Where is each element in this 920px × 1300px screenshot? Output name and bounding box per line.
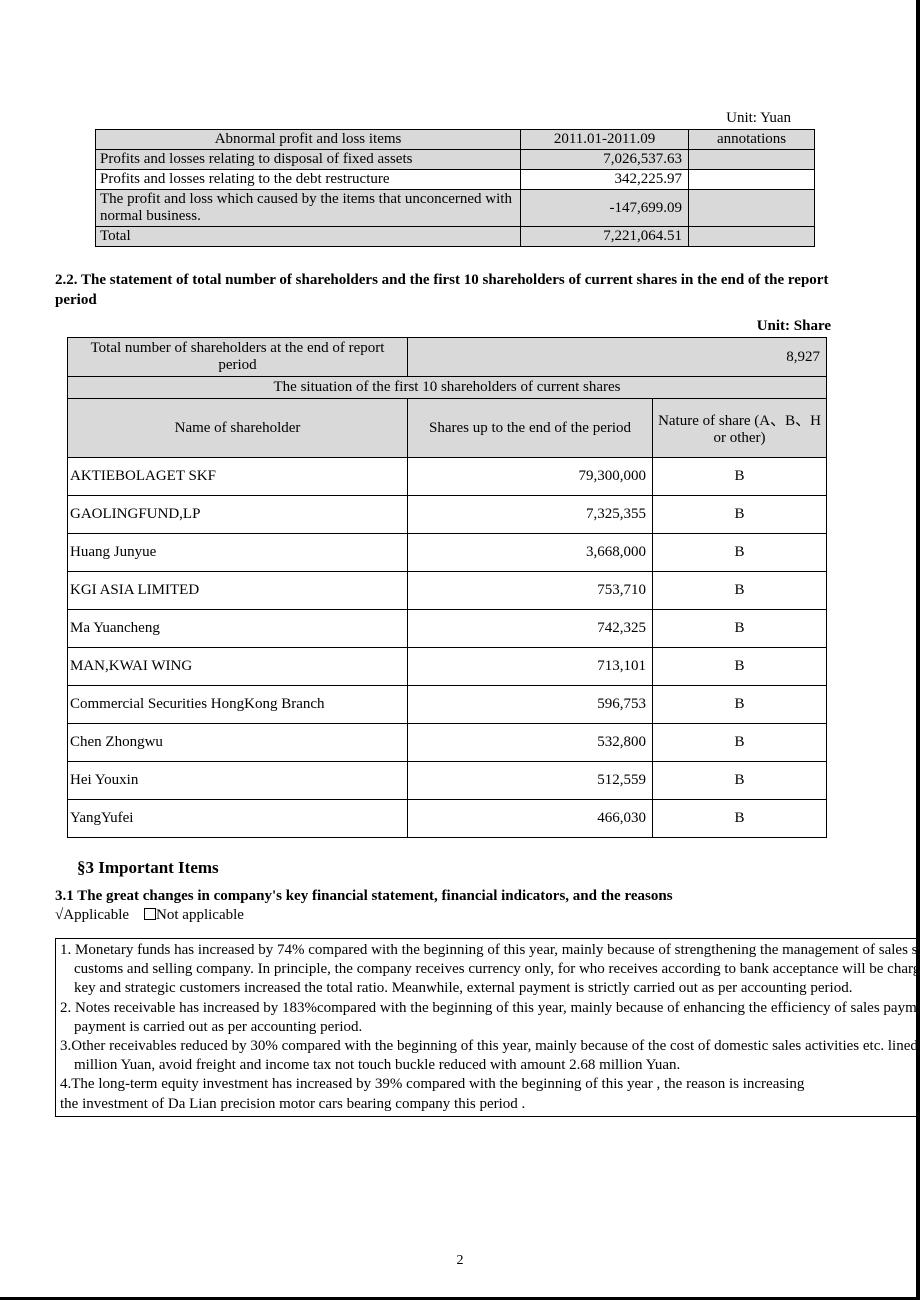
note-1: 1. Monetary funds has increased by 74% c… <box>60 941 920 999</box>
situation-header: The situation of the first 10 shareholde… <box>68 377 827 399</box>
unit-label-yuan: Unit: Yuan <box>55 110 861 127</box>
shareholder-nature: B <box>653 800 827 838</box>
table1-row-annotation <box>689 150 815 170</box>
shareholder-shares: 466,030 <box>408 800 653 838</box>
shareholders-table: Total number of shareholders at the end … <box>67 337 827 838</box>
applicable-line: √Applicable Not applicable <box>55 907 861 924</box>
table1-row-value: 7,221,064.51 <box>521 227 689 247</box>
table1-row-label: Profits and losses relating to disposal … <box>96 150 521 170</box>
table1-header-period: 2011.01-2011.09 <box>521 130 689 150</box>
shareholder-name: YangYufei <box>68 800 408 838</box>
table1-row-annotation <box>689 227 815 247</box>
shareholder-name: Chen Zhongwu <box>68 724 408 762</box>
table1-header-annotations: annotations <box>689 130 815 150</box>
shareholder-nature: B <box>653 572 827 610</box>
shareholder-nature: B <box>653 610 827 648</box>
col-header-nature: Nature of share (A、B、H or other) <box>653 399 827 458</box>
section-2-2-heading: 2.2. The statement of total number of sh… <box>55 271 861 310</box>
shareholder-nature: B <box>653 686 827 724</box>
shareholder-shares: 3,668,000 <box>408 534 653 572</box>
shareholder-shares: 713,101 <box>408 648 653 686</box>
shareholder-name: AKTIEBOLAGET SKF <box>68 458 408 496</box>
table1-row-label: The profit and loss which caused by the … <box>96 190 521 227</box>
note-4b: the investment of Da Lian precision moto… <box>60 1095 920 1114</box>
table1-row-annotation <box>689 190 815 227</box>
shareholder-name: Hei Youxin <box>68 762 408 800</box>
shareholder-shares: 512,559 <box>408 762 653 800</box>
shareholder-nature: B <box>653 724 827 762</box>
shareholder-name: Commercial Securities HongKong Branch <box>68 686 408 724</box>
shareholder-shares: 532,800 <box>408 724 653 762</box>
shareholder-shares: 7,325,355 <box>408 496 653 534</box>
table1-row-label: Profits and losses relating to the debt … <box>96 170 521 190</box>
abnormal-profit-loss-table: Abnormal profit and loss items 2011.01-2… <box>95 129 815 247</box>
applicable-checked: √Applicable <box>55 907 129 923</box>
shareholder-nature: B <box>653 648 827 686</box>
table1-header-items: Abnormal profit and loss items <box>96 130 521 150</box>
shareholder-shares: 79,300,000 <box>408 458 653 496</box>
note-4: 4.The long-term equity investment has in… <box>60 1075 920 1094</box>
shareholder-nature: B <box>653 458 827 496</box>
table1-row-value: 7,026,537.63 <box>521 150 689 170</box>
col-header-name: Name of shareholder <box>68 399 408 458</box>
checkbox-unchecked-icon <box>144 908 156 920</box>
section-3-1-heading: 3.1 The great changes in company's key f… <box>55 888 861 905</box>
note-2: 2. Notes receivable has increased by 183… <box>60 999 920 1037</box>
table1-row-value: 342,225.97 <box>521 170 689 190</box>
shareholder-name: Huang Junyue <box>68 534 408 572</box>
shareholder-shares: 742,325 <box>408 610 653 648</box>
table1-row-annotation <box>689 170 815 190</box>
shareholder-name: Ma Yuancheng <box>68 610 408 648</box>
not-applicable-label: Not applicable <box>156 907 244 923</box>
shareholder-nature: B <box>653 534 827 572</box>
col-header-shares: Shares up to the end of the period <box>408 399 653 458</box>
table1-row-label: Total <box>96 227 521 247</box>
shareholder-name: MAN,KWAI WING <box>68 648 408 686</box>
shareholder-shares: 753,710 <box>408 572 653 610</box>
total-shareholders-label: Total number of shareholders at the end … <box>68 338 408 377</box>
table1-row-value: -147,699.09 <box>521 190 689 227</box>
shareholder-nature: B <box>653 496 827 534</box>
shareholder-shares: 596,753 <box>408 686 653 724</box>
section-3-heading: §3 Important Items <box>77 858 861 878</box>
notes-box: 1. Monetary funds has increased by 74% c… <box>55 938 920 1117</box>
total-shareholders-value: 8,927 <box>408 338 827 377</box>
page-number: 2 <box>0 1253 920 1269</box>
shareholder-name: GAOLINGFUND,LP <box>68 496 408 534</box>
unit-label-share: Unit: Share <box>55 318 861 335</box>
shareholder-name: KGI ASIA LIMITED <box>68 572 408 610</box>
note-3: 3.Other receivables reduced by 30% compa… <box>60 1037 920 1075</box>
shareholder-nature: B <box>653 762 827 800</box>
